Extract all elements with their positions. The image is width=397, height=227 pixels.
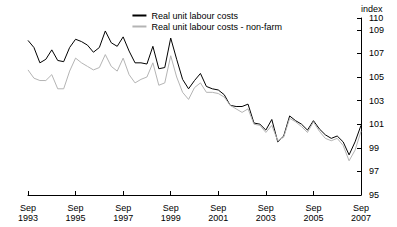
svg-text:2007: 2007 (351, 213, 371, 223)
svg-text:107: 107 (369, 48, 384, 58)
svg-text:1995: 1995 (66, 213, 86, 223)
svg-text:Sep: Sep (68, 203, 84, 213)
svg-text:Sep: Sep (353, 203, 369, 213)
svg-text:Real unit labour costs: Real unit labour costs (151, 11, 238, 21)
svg-text:105: 105 (369, 72, 384, 82)
svg-text:Real unit labour costs - non-f: Real unit labour costs - non-farm (151, 22, 282, 32)
svg-text:101: 101 (369, 119, 384, 129)
svg-text:95: 95 (369, 190, 379, 200)
svg-text:110: 110 (369, 13, 383, 23)
svg-text:Sep: Sep (163, 203, 179, 213)
svg-text:Sep: Sep (20, 203, 36, 213)
svg-text:109: 109 (369, 25, 384, 35)
svg-text:103: 103 (369, 96, 384, 106)
svg-text:1993: 1993 (18, 213, 38, 223)
svg-text:97: 97 (369, 166, 379, 176)
svg-text:Sep: Sep (258, 203, 274, 213)
svg-text:1999: 1999 (161, 213, 181, 223)
svg-text:2003: 2003 (256, 213, 276, 223)
svg-text:1997: 1997 (113, 213, 133, 223)
svg-text:Sep: Sep (210, 203, 226, 213)
svg-text:99: 99 (369, 143, 379, 153)
svg-text:Sep: Sep (115, 203, 131, 213)
svg-text:2001: 2001 (208, 213, 228, 223)
svg-text:2005: 2005 (303, 213, 323, 223)
svg-text:index: index (361, 4, 383, 15)
svg-text:Sep: Sep (305, 203, 321, 213)
